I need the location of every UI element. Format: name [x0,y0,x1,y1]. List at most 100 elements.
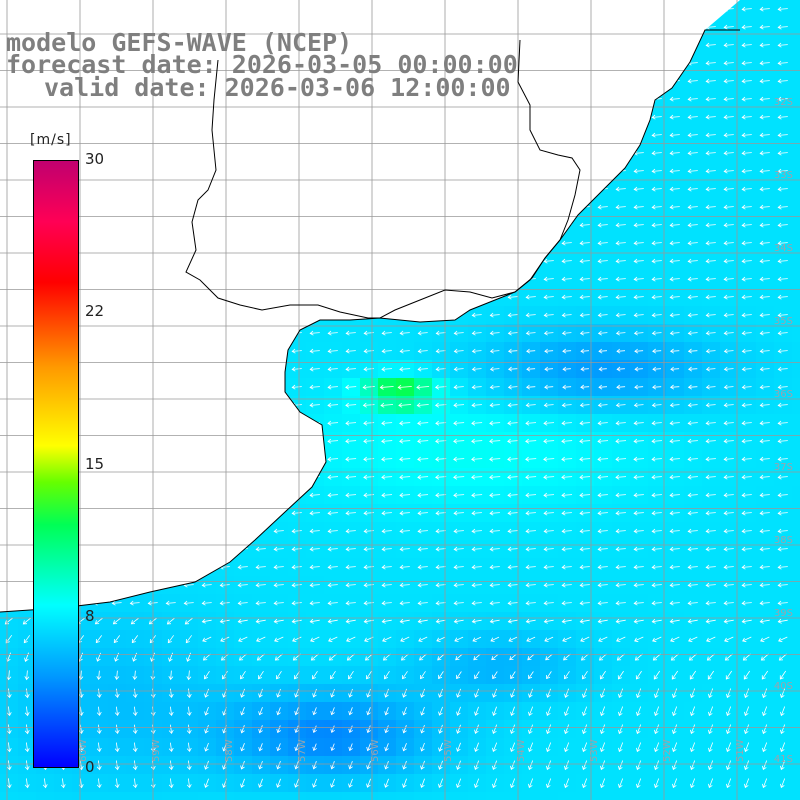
lon-label: 58W [224,739,235,762]
wind-arrow [633,402,644,408]
wind-arrow [489,492,501,498]
wind-arrow [417,438,429,444]
lon-label: 54W [516,739,527,762]
wind-arrow [705,582,716,588]
wind-arrow [345,366,356,372]
wind-arrow [525,420,537,426]
wind-arrow [705,600,716,606]
wind-arrow [651,240,662,246]
wind-arrow [759,186,770,192]
wind-arrow [507,366,518,372]
wind-arrow [615,600,626,606]
wind-arrow [327,618,338,624]
wind-arrow [561,618,572,624]
wind-arrow [653,670,661,680]
wind-arrow [777,240,788,246]
lat-label: 35S [774,316,793,327]
lat-label: 40S [774,681,793,692]
wind-arrow [777,456,788,462]
wind-arrow [579,528,590,534]
wind-arrow [687,78,698,84]
wind-arrow [615,492,626,498]
wind-arrow [327,474,339,480]
wind-arrow [345,456,357,462]
wind-arrow [437,653,445,661]
wind-arrow [562,636,572,642]
wind-arrow [759,492,770,498]
wind-arrow [528,706,534,717]
wind-arrow [687,258,698,264]
wind-arrow [669,204,680,210]
wind-cell [792,756,800,775]
wind-cell [792,324,800,343]
wind-arrow [597,618,608,624]
wind-arrow [327,366,338,372]
wind-arrow [688,636,698,643]
wind-arrow [453,528,464,534]
wind-arrow [471,438,483,444]
wind-arrow [237,564,248,570]
wind-arrow [471,384,482,390]
wind-cell [90,792,109,800]
wind-arrow [705,348,716,354]
wind-arrow [705,492,716,498]
wind-arrow [759,438,770,444]
wind-arrow [687,222,698,228]
wind-cell [792,162,800,181]
wind-arrow [346,653,355,661]
wind-arrow [543,618,554,624]
wind-arrow [777,564,788,570]
wind-arrow [402,688,407,698]
wind-arrow [651,618,662,624]
wind-arrow [471,510,482,516]
wind-arrow [741,456,752,462]
wind-arrow [543,474,555,480]
wind-cell [288,792,307,800]
wind-arrow [204,706,209,716]
wind-arrow [561,402,572,408]
wind-arrow [492,671,498,680]
wind-arrow [399,492,411,498]
wind-arrow [327,582,338,588]
wind-arrow [291,528,302,534]
wind-arrow [507,474,519,480]
wind-cell [792,684,800,703]
wind-arrow [741,546,752,552]
wind-arrow [543,528,554,534]
wind-arrow [579,438,591,444]
wind-arrow [312,707,317,716]
wind-arrow [759,312,770,318]
wind-arrow [507,402,518,408]
wind-arrow [399,618,410,624]
wind-arrow [561,420,572,426]
wind-arrow [580,636,590,642]
wind-cell [648,792,667,800]
wind-arrow [777,600,788,606]
wind-arrow [345,510,356,516]
wind-arrow [399,366,411,372]
wind-arrow [474,688,479,698]
wind-arrow [723,168,734,174]
wind-arrow [705,366,716,372]
wind-arrow [381,564,392,570]
wind-arrow [615,474,627,480]
wind-arrow [167,635,175,644]
wind-arrow [687,150,698,156]
wind-arrow [723,240,734,246]
wind-arrow [255,582,266,588]
wind-arrow [705,618,716,624]
wind-arrow [492,688,497,698]
wind-arrow [741,294,752,300]
wind-arrow [669,258,680,264]
wind-arrow [471,402,482,408]
wind-arrow [6,688,12,699]
wind-arrow [471,582,482,588]
wind-arrow [291,600,302,606]
wind-cell [756,792,775,800]
wind-arrow [579,276,590,282]
wind-arrow [741,150,752,156]
wind-arrow [418,636,428,642]
wind-arrow [777,222,788,228]
wind-cell [576,792,595,800]
wind-cell [504,792,523,800]
